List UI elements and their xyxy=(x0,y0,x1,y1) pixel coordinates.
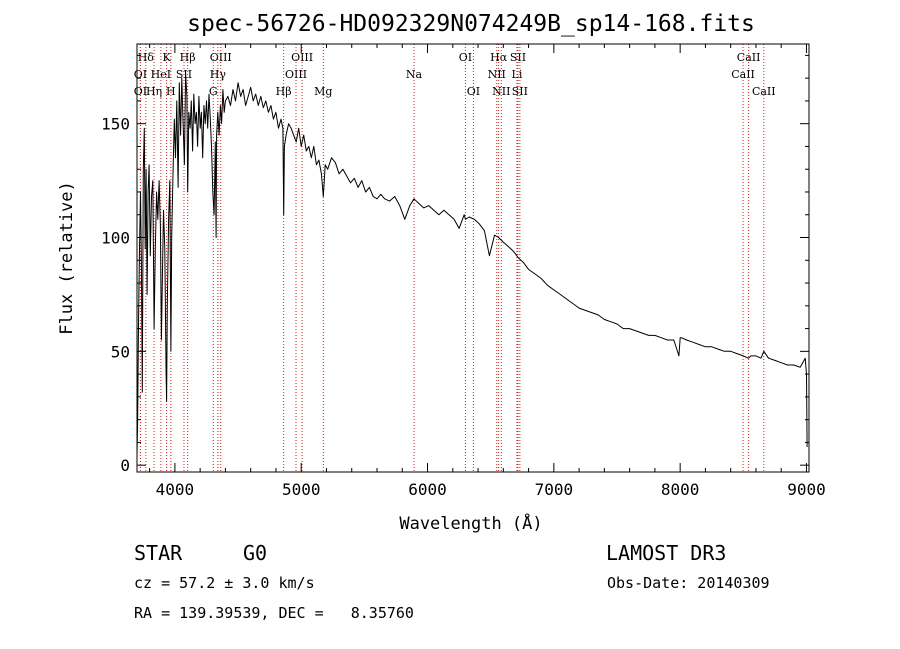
emission-line-label: K xyxy=(162,51,171,64)
spectrum-chart: spec-56726-HD092329N074249B_sp14-168.fit… xyxy=(57,11,826,534)
emission-line-label: OIII xyxy=(285,68,307,81)
x-tick-label: 9000 xyxy=(787,480,826,499)
emission-line-label: SII xyxy=(512,85,528,98)
object-class: STAR xyxy=(134,541,183,565)
emission-line-label: Li xyxy=(512,68,523,81)
emission-line-label: SII xyxy=(176,68,192,81)
x-tick-label: 4000 xyxy=(156,480,195,499)
emission-line-label: G xyxy=(209,85,218,98)
emission-line-label: Hβ xyxy=(276,85,292,98)
y-tick-label: 150 xyxy=(101,115,130,134)
emission-line-label: Hα xyxy=(490,51,508,64)
emission-line-label: CaII xyxy=(737,51,761,64)
plot-frame xyxy=(136,43,810,473)
y-tick-label: 50 xyxy=(111,342,130,361)
axis-ticks: 4000 5000 6000 7000 8000 9000 0 50 100 150 xyxy=(101,44,826,499)
axes xyxy=(136,43,810,473)
chart-title: spec-56726-HD092329N074249B_sp14-168.fit… xyxy=(187,11,755,37)
emission-line-label: OIII xyxy=(210,51,232,64)
spectrum-line xyxy=(136,73,808,454)
series-layer xyxy=(136,73,808,454)
x-tick-label: 7000 xyxy=(535,480,574,499)
emission-line-label: Na xyxy=(406,68,423,81)
y-tick-label: 0 xyxy=(120,456,130,475)
emission-line-label: HeI xyxy=(151,68,171,81)
emission-line-label: OI xyxy=(459,51,472,64)
emission-line-label: NII xyxy=(488,68,506,81)
emission-line-label: OIII xyxy=(291,51,313,64)
object-subclass: G0 xyxy=(243,541,268,565)
emission-line-label: H xyxy=(166,85,176,98)
redshift-text: cz = 57.2 ± 3.0 km/s xyxy=(134,574,315,592)
emission-line-label: Hγ xyxy=(210,68,227,81)
x-axis-label: Wavelength (Å) xyxy=(399,512,542,534)
emission-line-label: NII xyxy=(492,85,510,98)
emission-line-label: CaII xyxy=(731,68,755,81)
emission-line-label: Hδ xyxy=(138,51,155,64)
emission-line-label: Hβ xyxy=(180,51,196,64)
x-tick-label: 5000 xyxy=(282,480,321,499)
coordinates-text: RA = 139.39539, DEC = 8.35760 xyxy=(134,604,414,622)
emission-line-label: SII xyxy=(510,51,526,64)
emission-line-label: OI xyxy=(467,85,480,98)
emission-line-label: Hη xyxy=(146,85,162,98)
emission-line-label: CaII xyxy=(752,85,776,98)
y-tick-label: 100 xyxy=(101,229,130,248)
survey-name: LAMOST DR3 xyxy=(606,541,727,565)
emission-line-label: Mg xyxy=(314,85,332,98)
x-tick-label: 8000 xyxy=(661,480,700,499)
obs-date-text: Obs-Date: 20140309 xyxy=(607,574,770,592)
x-tick-label: 6000 xyxy=(408,480,447,499)
y-axis-label: Flux (relative) xyxy=(57,181,77,335)
